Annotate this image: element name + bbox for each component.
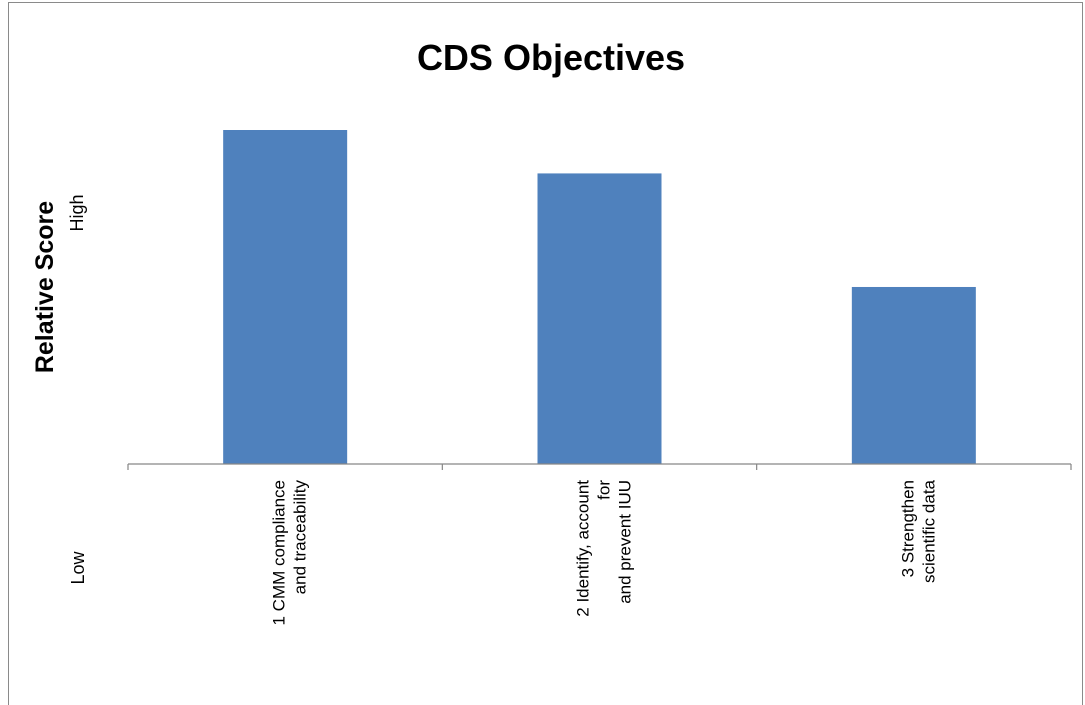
bar-2 bbox=[537, 173, 662, 465]
category-label-3: 3 Strengthen scientific data bbox=[898, 479, 938, 583]
y-axis-high-label: High bbox=[67, 194, 87, 231]
category-label-line: scientific data bbox=[919, 479, 938, 583]
x-axis bbox=[127, 463, 1072, 470]
bar-1 bbox=[223, 130, 348, 464]
chart-frame bbox=[8, 2, 1083, 705]
category-label-2: 2 Identify, account for and prevent IUU bbox=[574, 480, 635, 617]
category-label-line: 2 Identify, account bbox=[574, 480, 593, 617]
category-label-line: and traceability bbox=[291, 480, 310, 595]
category-labels: 1 CMM compliance and traceability 2 Identi… bbox=[270, 479, 939, 625]
chart-title: CDS Objectives bbox=[417, 37, 685, 78]
category-label-line: for bbox=[595, 480, 614, 500]
y-axis-low-label: Low bbox=[68, 550, 88, 584]
category-label-line: 1 CMM compliance bbox=[270, 480, 289, 626]
bars-group bbox=[223, 130, 976, 465]
category-label-1: 1 CMM compliance and traceability bbox=[270, 480, 310, 626]
bar-3 bbox=[851, 286, 976, 464]
category-label-line: and prevent IUU bbox=[616, 480, 635, 604]
y-axis-label: Relative Score bbox=[31, 201, 59, 373]
category-label-line: 3 Strengthen bbox=[898, 480, 917, 577]
